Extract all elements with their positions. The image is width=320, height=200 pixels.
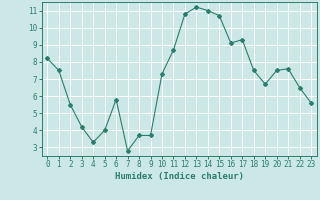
X-axis label: Humidex (Indice chaleur): Humidex (Indice chaleur)	[115, 172, 244, 181]
